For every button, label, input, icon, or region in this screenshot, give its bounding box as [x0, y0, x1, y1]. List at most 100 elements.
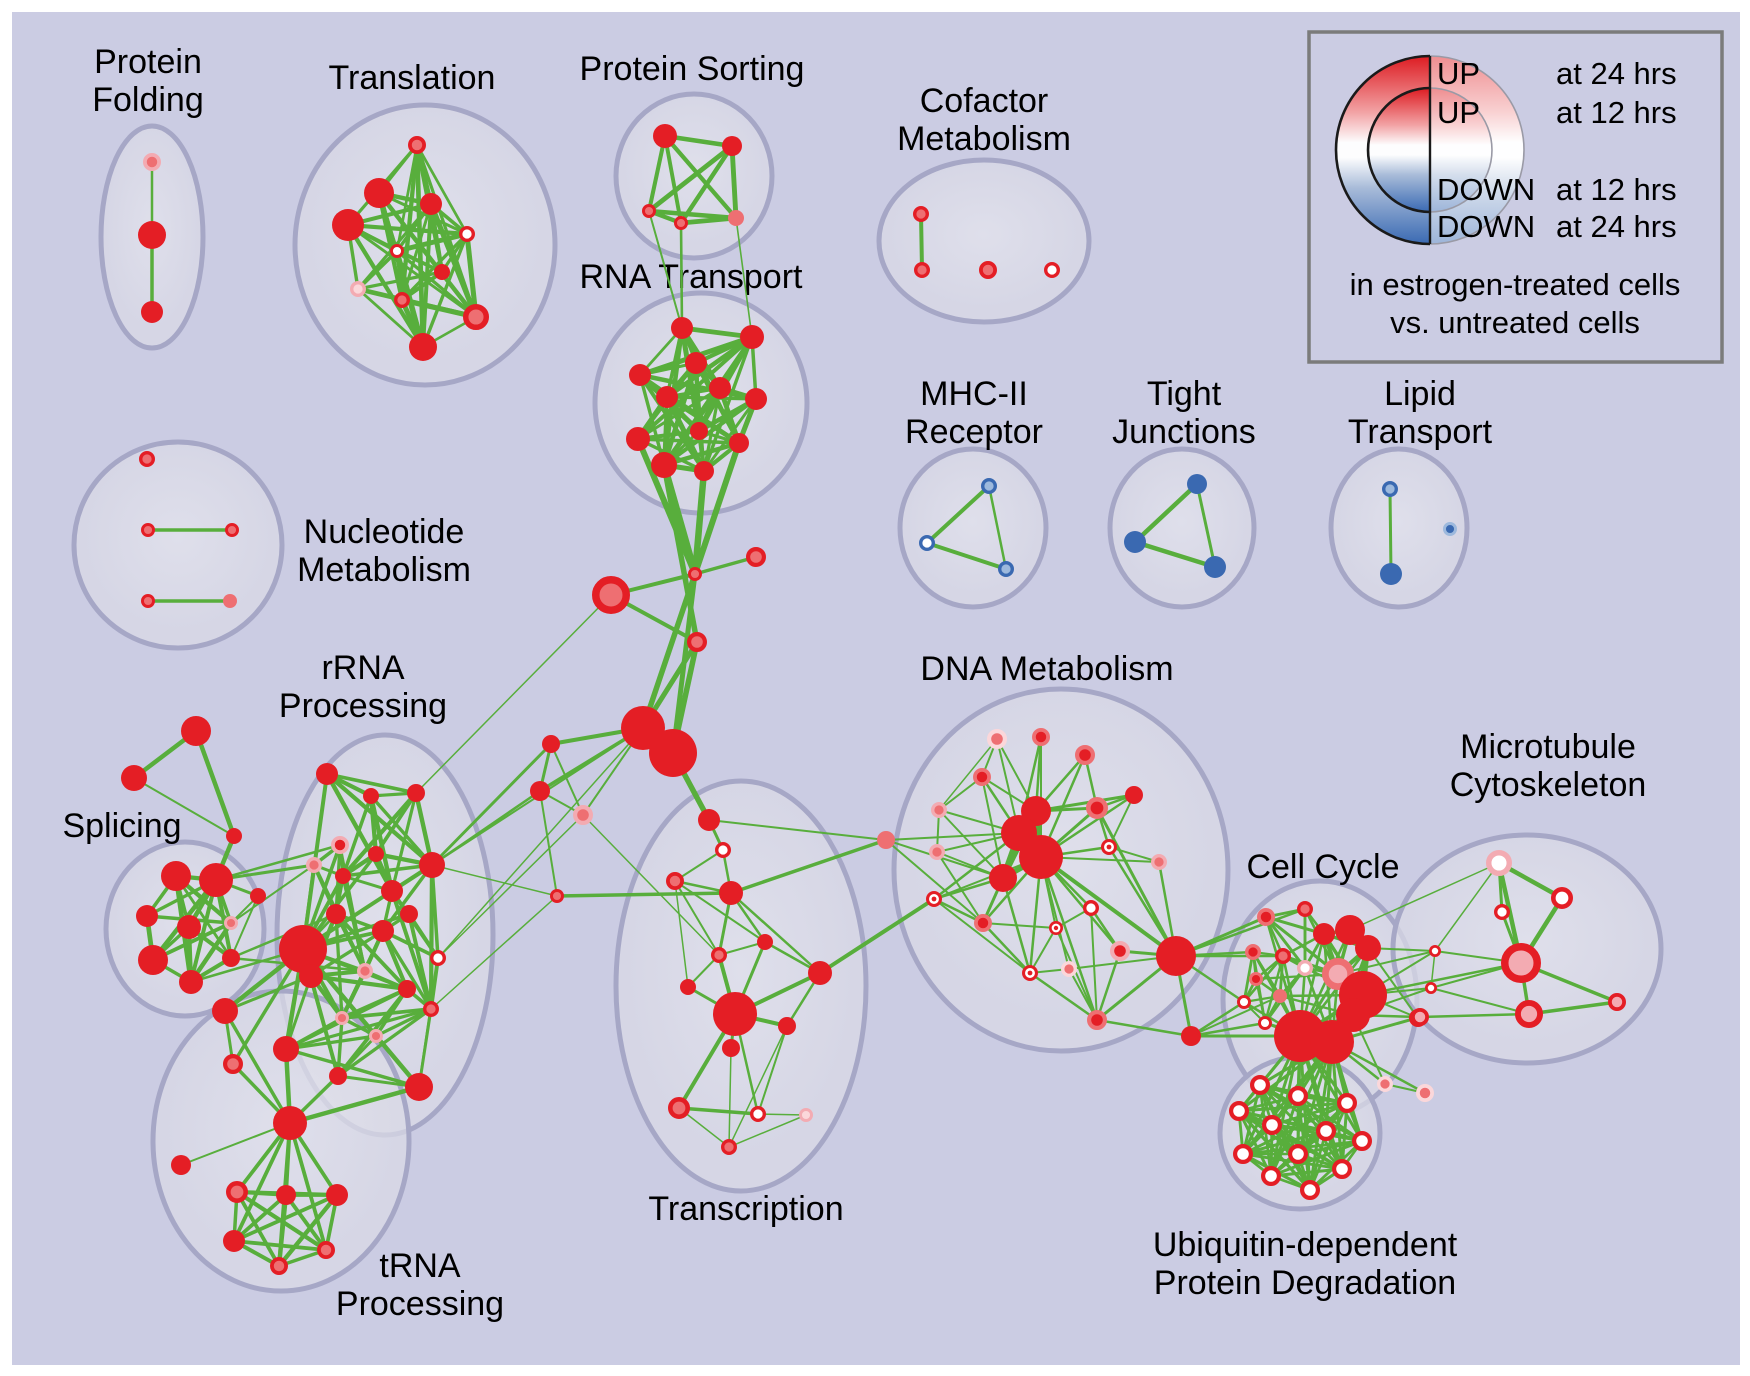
node-dm17 — [1083, 899, 1100, 916]
node-body — [223, 594, 237, 608]
node-body — [666, 872, 685, 891]
edge-tx2-tx5 — [674, 880, 766, 943]
edge-tx2-tx6 — [674, 880, 720, 956]
edge-ls1-pr1 — [550, 743, 584, 816]
node-mt8 — [1411, 1008, 1430, 1027]
edge-tn1-tn4 — [284, 1193, 328, 1252]
node-rr9 — [326, 904, 346, 924]
node-body — [273, 1106, 307, 1140]
node-core — [1053, 925, 1059, 931]
node-body — [141, 301, 163, 323]
node-tx2 — [666, 872, 685, 891]
node-body — [626, 427, 650, 451]
node-body — [1313, 923, 1335, 945]
node-body — [225, 522, 240, 537]
node-pr1 — [572, 804, 593, 825]
edge-rr15-ov0 — [284, 1007, 433, 1051]
cluster-label-transcription-line1: Transcription — [648, 1190, 843, 1228]
node-st0 — [181, 716, 211, 746]
node-rrH — [279, 925, 327, 973]
node-cc4 — [1355, 935, 1381, 961]
node-body — [335, 868, 351, 884]
node-body — [1551, 886, 1574, 909]
edge-ub6-ub10 — [1269, 1139, 1364, 1178]
node-body — [709, 377, 731, 399]
cluster-label-lipid-transport-line1: Lipid — [1384, 375, 1456, 413]
node-body — [1228, 1100, 1249, 1121]
cluster-label-mhc-ii-receptor-line1: MHC-II — [920, 375, 1028, 413]
edge-ps3-ps4 — [678, 215, 739, 226]
edge-tn1-tn3 — [232, 1193, 288, 1243]
node-cc5 — [1245, 943, 1262, 960]
edge-dm5-dm16 — [885, 839, 984, 924]
node-body — [270, 1257, 289, 1276]
node-body — [364, 178, 394, 208]
node-dm0 — [986, 728, 1007, 749]
edge-tn3-tn4 — [232, 1239, 328, 1252]
node-tx9 — [778, 1017, 796, 1035]
edge-tx10-tx14 — [728, 1047, 732, 1148]
node-tr8 — [393, 291, 410, 308]
node-nm1 — [141, 522, 156, 537]
node-sp2 — [136, 905, 158, 927]
edge-tnh-rr21 — [287, 1084, 422, 1126]
legend-right-fade — [1430, 56, 1524, 244]
node-tj2 — [1204, 556, 1226, 578]
node-body — [997, 560, 1014, 577]
node-body — [1125, 786, 1143, 804]
node-body — [250, 888, 266, 904]
node-body — [408, 135, 427, 154]
edge-ub9-ub10 — [1269, 1167, 1344, 1178]
node-dm4 — [930, 801, 947, 818]
node-rr12 — [356, 962, 373, 979]
node-body — [1514, 1000, 1543, 1029]
node-body — [680, 979, 696, 995]
node-body — [973, 768, 992, 787]
node-dm16 — [974, 914, 993, 933]
node-body — [1044, 261, 1061, 278]
edge-dm7-dm12 — [1034, 793, 1136, 813]
node-body — [1377, 1076, 1394, 1093]
node-core — [1106, 844, 1112, 850]
cluster-ellipse-cofactor-metabolism — [876, 157, 1092, 325]
node-ub9 — [1331, 1158, 1352, 1179]
node-tr9 — [463, 304, 490, 331]
edge-rr15-rr17 — [374, 1007, 433, 1038]
node-body — [1086, 796, 1109, 819]
legend: UP at 24 hrs UP at 12 hrs DOWN at 12 hrs DOWN a… — [1307, 30, 1724, 364]
legend-outer-left-arc — [1334, 54, 1431, 246]
node-body — [409, 333, 437, 361]
node-body — [1382, 480, 1399, 497]
node-rt9 — [729, 433, 749, 453]
node-body — [1248, 971, 1263, 986]
node-body — [390, 244, 405, 259]
node-body — [713, 992, 757, 1036]
node-tr5 — [390, 244, 405, 259]
node-body — [1315, 1120, 1336, 1141]
edge-ub5-ub7 — [1241, 1129, 1328, 1156]
node-core — [1027, 970, 1033, 976]
node-dm18 — [1049, 921, 1063, 935]
edge-dm4-dm3 — [938, 776, 983, 811]
edge-sp0-sp7 — [174, 874, 233, 960]
edge-dm6-dm16 — [936, 851, 984, 924]
node-tx10 — [722, 1039, 740, 1057]
edge-dm11-dm23 — [1095, 806, 1178, 958]
edge-dm9-dm22 — [1039, 855, 1099, 1022]
edge-mh0-mh1 — [925, 484, 991, 545]
edge-ps0-ps2 — [646, 133, 668, 214]
node-tw2 — [649, 729, 697, 777]
node-cf0 — [912, 205, 929, 222]
node-mh0 — [980, 477, 997, 494]
legend-row-1-time: at 24 hrs — [1556, 56, 1677, 91]
cluster-label-microtubule-cytoskeleton-line2: Cytoskeleton — [1450, 766, 1647, 804]
node-rr13 — [429, 949, 446, 966]
node-body — [463, 304, 490, 331]
node-body — [1074, 744, 1095, 765]
node-sp7 — [222, 949, 240, 967]
node-body — [138, 945, 168, 975]
node-body — [372, 920, 394, 942]
cluster-ellipse-nucleotide-metabolism — [71, 439, 285, 651]
edge-lr-ls2 — [539, 790, 558, 897]
